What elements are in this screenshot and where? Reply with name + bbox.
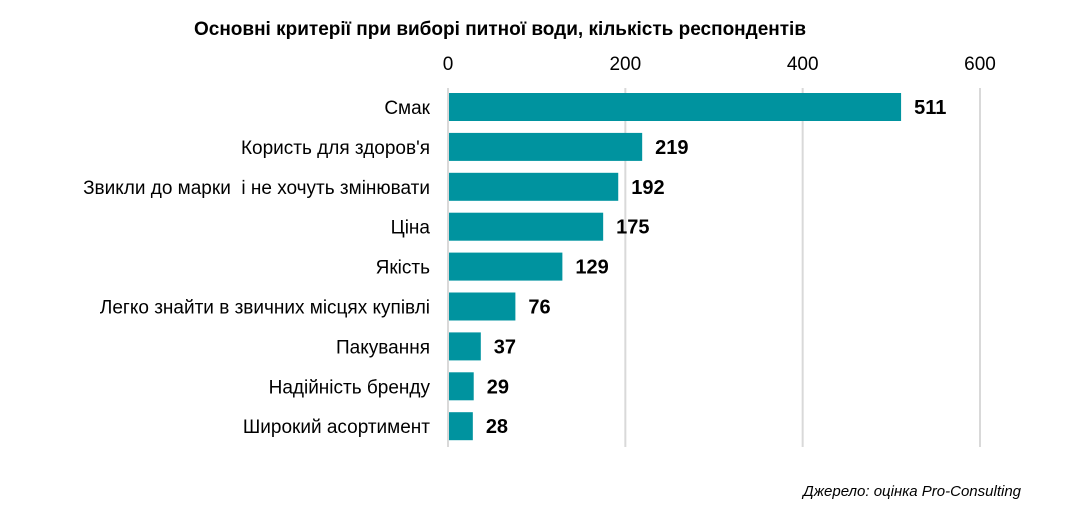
bar (449, 412, 473, 441)
bars (449, 93, 902, 441)
data-label: 129 (575, 257, 608, 279)
x-axis-ticks: 0 200 400 600 (443, 54, 996, 75)
bar (449, 372, 474, 401)
category-label: Пакування (336, 337, 430, 358)
data-label: 37 (494, 336, 516, 358)
data-label: 29 (487, 376, 509, 398)
x-tick-label: 600 (964, 54, 996, 75)
bar (449, 93, 902, 121)
x-tick-label: 400 (787, 54, 819, 75)
data-label: 511 (914, 97, 946, 119)
data-label: 192 (631, 177, 664, 199)
bar (449, 172, 619, 201)
chart-title: Основні критерії при виборі питної води,… (194, 19, 806, 40)
category-label: Надійність бренду (269, 377, 431, 398)
x-tick-label: 200 (609, 54, 641, 75)
bar (449, 252, 563, 281)
category-label: Ціна (391, 218, 431, 239)
x-tick-label: 0 (443, 54, 454, 75)
data-label: 28 (486, 416, 508, 438)
data-label: 219 (655, 137, 688, 159)
category-labels: Смак Користь для здоров'я Звикли до марки … (83, 98, 431, 438)
bar (449, 332, 481, 361)
category-label: Користь для здоров'я (241, 138, 430, 159)
category-label: Якість (376, 258, 430, 279)
bar (449, 132, 643, 161)
bar (449, 212, 604, 241)
data-label: 76 (528, 297, 550, 319)
category-label: Легко знайти в звичних місцях купівлі (100, 298, 430, 319)
data-labels: 511 219 192 175 129 76 37 29 28 (486, 97, 947, 438)
source-note: Джерело: оцінка Pro-Consulting (801, 483, 1022, 500)
bar (449, 292, 516, 321)
category-label: Широкий асортимент (243, 417, 430, 438)
category-label: Звикли до марки і не хочуть змінювати (83, 178, 430, 199)
data-label: 175 (616, 217, 649, 239)
category-label: Смак (384, 98, 430, 119)
